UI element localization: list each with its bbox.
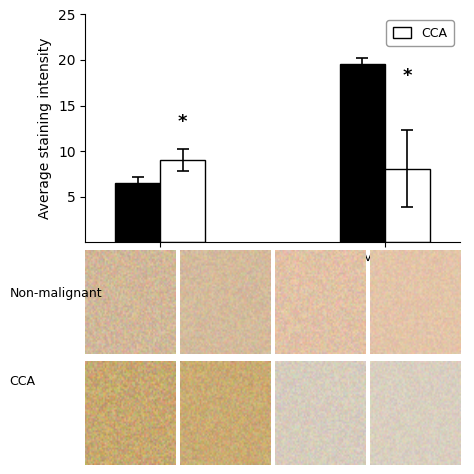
Text: Non-malignant: Non-malignant [9,287,102,301]
Bar [160,160,205,243]
Y-axis label: Average staining intensity: Average staining intensity [38,37,53,219]
Bar [340,64,385,243]
Text: *: * [402,66,412,84]
Legend: CCA: CCA [386,20,454,46]
Bar [385,169,430,243]
Text: CCA: CCA [9,375,36,388]
Text: *: * [178,113,187,131]
Bar [115,183,160,243]
